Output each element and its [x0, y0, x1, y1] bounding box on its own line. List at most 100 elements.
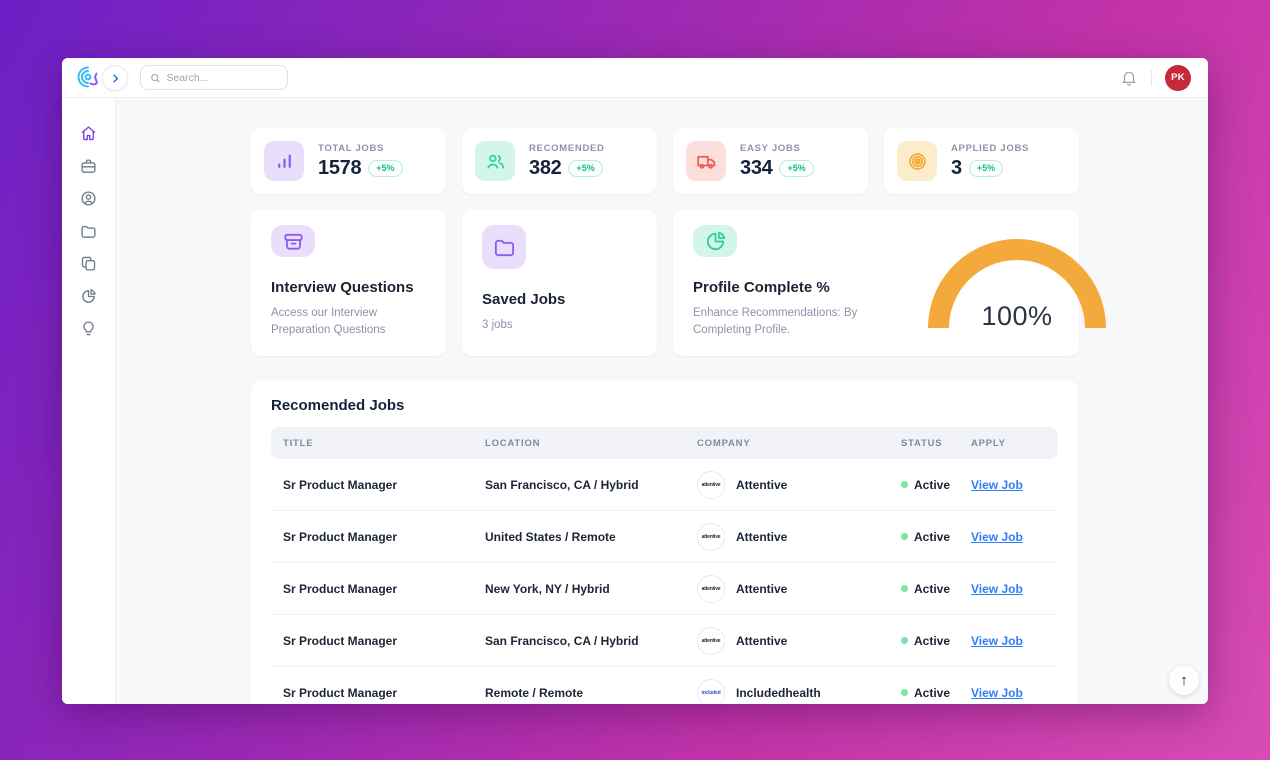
- home-icon: [81, 126, 96, 141]
- sidebar-item-folders[interactable]: [80, 223, 97, 240]
- company-logo-text: attentive: [701, 481, 721, 488]
- sidebar-nav: [62, 98, 115, 704]
- feature-subtitle: Access our Interview Preparation Questio…: [271, 307, 386, 336]
- company-logo-text: included: [701, 689, 721, 696]
- status-label: Active: [914, 633, 951, 648]
- folder-icon: [81, 225, 96, 238]
- folder-icon: [482, 225, 526, 269]
- sidebar-item-documents[interactable]: [80, 255, 97, 272]
- company-logo: attentive: [697, 470, 725, 499]
- sidebar-item-profile[interactable]: [80, 190, 97, 207]
- interview-questions-card[interactable]: Interview Questions Access our Interview…: [251, 210, 446, 356]
- table-row: Sr Product Manager New York, NY / Hybrid…: [271, 563, 1058, 615]
- sidebar-item-ideas[interactable]: [80, 320, 97, 337]
- status-dot: [901, 585, 908, 592]
- feature-title: Saved Jobs: [482, 291, 566, 308]
- chevron-right-icon: [112, 74, 118, 82]
- job-location: Remote / Remote: [485, 685, 584, 700]
- job-location: New York, NY / Hybrid: [485, 581, 610, 596]
- scroll-to-top-button[interactable]: ↑: [1169, 665, 1199, 695]
- profile-complete-card: Profile Complete % Enhance Recommendatio…: [673, 210, 1106, 356]
- stat-card-applied-jobs: APPLIED JOBS 3 +5%: [884, 128, 1079, 194]
- company-name: Attentive: [736, 581, 788, 596]
- stat-label: EASY JOBS: [740, 142, 801, 154]
- table-row: Sr Product Manager San Francisco, CA / H…: [271, 615, 1058, 667]
- column-header-apply: APPLY: [971, 437, 1006, 449]
- jobs-table-title: Recomended Jobs: [271, 397, 405, 414]
- table-row: Sr Product Manager San Francisco, CA / H…: [271, 459, 1058, 511]
- view-job-link[interactable]: View Job: [971, 581, 1023, 596]
- jobs-table-header: TITLE LOCATION COMPANY STATUS APPLY: [271, 427, 1058, 459]
- job-location: San Francisco, CA / Hybrid: [485, 633, 639, 648]
- stat-delta-badge: +5%: [968, 159, 1004, 177]
- job-title: Sr Product Manager: [283, 529, 398, 544]
- search-icon: [151, 73, 160, 82]
- stat-label: APPLIED JOBS: [951, 142, 1030, 154]
- company-logo: attentive: [697, 574, 725, 603]
- main-content: TOTAL JOBS 1578 +5% RECOMENDED 382 +5%: [116, 99, 1208, 704]
- app-logo[interactable]: [62, 65, 115, 91]
- target-icon: [897, 141, 937, 181]
- status-dot: [901, 481, 908, 488]
- column-header-company: COMPANY: [697, 437, 751, 449]
- app-window: PK: [62, 58, 1208, 704]
- search-box[interactable]: [140, 65, 288, 90]
- view-job-link[interactable]: View Job: [971, 477, 1023, 492]
- sidebar-item-home[interactable]: [80, 125, 97, 142]
- view-job-link[interactable]: View Job: [971, 633, 1023, 648]
- company-name: Attentive: [736, 477, 788, 492]
- people-icon: [475, 141, 515, 181]
- status-label: Active: [914, 581, 951, 596]
- status-dot: [901, 689, 908, 696]
- feature-subtitle: Enhance Recommendations: By Completing P…: [693, 307, 858, 336]
- status-dot: [901, 637, 908, 644]
- topbar-divider: [1151, 69, 1152, 86]
- feature-title: Profile Complete %: [693, 279, 830, 296]
- column-header-status: STATUS: [901, 437, 943, 449]
- sidebar-item-jobs[interactable]: [80, 158, 97, 175]
- company-logo: attentive: [697, 522, 725, 551]
- stat-card-recomended: RECOMENDED 382 +5%: [462, 128, 657, 194]
- search-input[interactable]: [166, 71, 278, 84]
- truck-icon: [686, 141, 726, 181]
- company-logo: included: [697, 678, 725, 704]
- job-title: Sr Product Manager: [283, 477, 398, 492]
- view-job-link[interactable]: View Job: [971, 529, 1023, 544]
- job-title: Sr Product Manager: [283, 633, 398, 648]
- sidebar-collapse-button[interactable]: [102, 65, 128, 91]
- topbar: PK: [62, 58, 1208, 98]
- company-name: Attentive: [736, 529, 788, 544]
- gauge-percent-label: 100%: [981, 301, 1053, 331]
- column-header-title: TITLE: [283, 437, 314, 449]
- company-name: Attentive: [736, 633, 788, 648]
- stat-card-easy-jobs: EASY JOBS 334 +5%: [673, 128, 868, 194]
- stat-card-total-jobs: TOTAL JOBS 1578 +5%: [251, 128, 446, 194]
- bar-chart-icon: [264, 141, 304, 181]
- company-name: Includedhealth: [736, 685, 821, 700]
- stat-value: 3: [951, 156, 962, 179]
- stat-value: 382: [529, 156, 562, 179]
- status-label: Active: [914, 477, 951, 492]
- view-job-link[interactable]: View Job: [971, 685, 1023, 700]
- copy-pages-icon: [81, 256, 96, 271]
- status-label: Active: [914, 529, 951, 544]
- archive-box-icon: [271, 225, 315, 257]
- recomended-jobs-card: Recomended Jobs TITLE LOCATION COMPANY S…: [251, 380, 1078, 704]
- stat-delta-badge: +5%: [779, 159, 814, 177]
- company-logo: attentive: [697, 626, 725, 655]
- jobs-table-body: Sr Product Manager San Francisco, CA / H…: [271, 459, 1058, 704]
- bell-icon[interactable]: [1120, 69, 1138, 87]
- lightbulb-icon: [83, 321, 94, 336]
- user-circle-icon: [81, 191, 96, 206]
- sidebar-item-analytics[interactable]: [80, 288, 97, 305]
- company-logo-text: attentive: [701, 637, 721, 644]
- pie-chart-icon: [693, 225, 737, 257]
- user-avatar[interactable]: PK: [1165, 64, 1191, 91]
- stat-label: TOTAL JOBS: [318, 142, 385, 154]
- company-logo-text: attentive: [701, 533, 721, 540]
- pie-chart-icon: [82, 288, 96, 303]
- sidebar-divider: [115, 58, 116, 704]
- stat-delta-badge: +5%: [368, 159, 403, 177]
- saved-jobs-card[interactable]: Saved Jobs 3 jobs: [462, 210, 657, 356]
- arrow-up-icon: ↑: [1180, 671, 1188, 689]
